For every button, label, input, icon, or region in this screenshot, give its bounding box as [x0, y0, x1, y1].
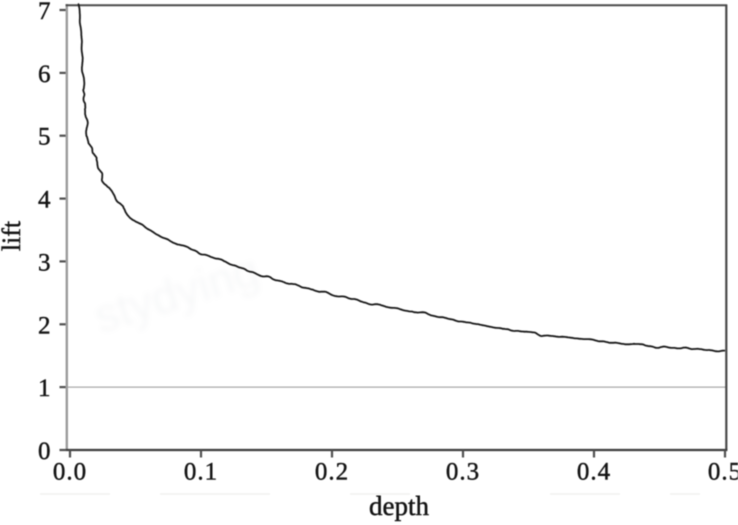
svg-text:depth: depth: [369, 491, 429, 521]
svg-text:0.3: 0.3: [446, 459, 480, 486]
svg-text:0.1: 0.1: [184, 459, 218, 486]
svg-text:0.4: 0.4: [577, 459, 611, 486]
svg-text:0.5: 0.5: [708, 459, 738, 486]
svg-text:4: 4: [38, 187, 51, 214]
svg-text:lift: lift: [0, 220, 26, 251]
svg-text:0.2: 0.2: [315, 459, 349, 486]
svg-text:6: 6: [38, 61, 51, 88]
svg-text:1: 1: [38, 375, 51, 402]
svg-text:5: 5: [38, 124, 51, 151]
svg-text:2: 2: [38, 312, 51, 339]
svg-text:0.0: 0.0: [53, 459, 87, 486]
svg-text:7: 7: [38, 0, 51, 25]
svg-text:0: 0: [38, 438, 51, 465]
svg-text:3: 3: [38, 249, 51, 276]
